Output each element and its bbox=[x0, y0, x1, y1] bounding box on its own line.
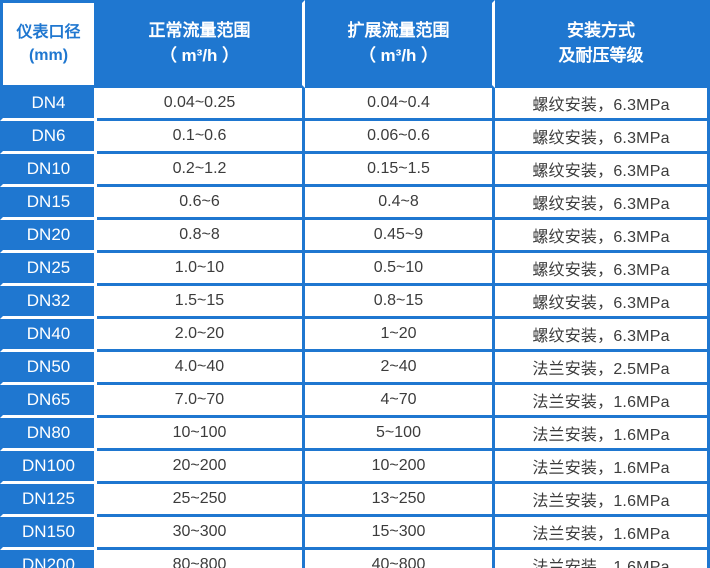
cell-meter-size: DN10 bbox=[0, 154, 97, 187]
cell-normal-flow: 20~200 bbox=[97, 451, 305, 484]
cell-installation: 螺纹安装，6.3MPa bbox=[495, 187, 710, 220]
column-header-meter-size: 仪表口径 (mm) bbox=[0, 0, 97, 88]
cell-meter-size: DN200 bbox=[0, 550, 97, 568]
cell-extended-flow: 40~800 bbox=[305, 550, 495, 568]
cell-normal-flow: 0.04~0.25 bbox=[97, 88, 305, 121]
cell-installation: 法兰安装，1.6MPa bbox=[495, 385, 710, 418]
cell-meter-size: DN25 bbox=[0, 253, 97, 286]
table-row: DN25 1.0~10 0.5~10 螺纹安装，6.3MPa bbox=[0, 253, 710, 286]
table-row: DN6 0.1~0.6 0.06~0.6 螺纹安装，6.3MPa bbox=[0, 121, 710, 154]
cell-extended-flow: 0.45~9 bbox=[305, 220, 495, 253]
column-header-extended-flow: 扩展流量范围 （ m³/h ） bbox=[305, 0, 495, 88]
table-row: DN20 0.8~8 0.45~9 螺纹安装，6.3MPa bbox=[0, 220, 710, 253]
table-row: DN32 1.5~15 0.8~15 螺纹安装，6.3MPa bbox=[0, 286, 710, 319]
cell-installation: 螺纹安装，6.3MPa bbox=[495, 220, 710, 253]
cell-meter-size: DN20 bbox=[0, 220, 97, 253]
cell-meter-size: DN6 bbox=[0, 121, 97, 154]
table-row: DN100 20~200 10~200 法兰安装，1.6MPa bbox=[0, 451, 710, 484]
cell-normal-flow: 0.8~8 bbox=[97, 220, 305, 253]
cell-installation: 法兰安装，2.5MPa bbox=[495, 352, 710, 385]
column-header-installation: 安装方式 及耐压等级 bbox=[495, 0, 710, 88]
cell-installation: 螺纹安装，6.3MPa bbox=[495, 319, 710, 352]
cell-installation: 螺纹安装，6.3MPa bbox=[495, 253, 710, 286]
cell-extended-flow: 4~70 bbox=[305, 385, 495, 418]
table-row: DN200 80~800 40~800 法兰安装，1.6MPa bbox=[0, 550, 710, 568]
cell-extended-flow: 10~200 bbox=[305, 451, 495, 484]
column-header-installation-line1: 安装方式 bbox=[567, 21, 635, 41]
table-row: DN10 0.2~1.2 0.15~1.5 螺纹安装，6.3MPa bbox=[0, 154, 710, 187]
cell-meter-size: DN50 bbox=[0, 352, 97, 385]
table-row: DN150 30~300 15~300 法兰安装，1.6MPa bbox=[0, 517, 710, 550]
cell-normal-flow: 0.2~1.2 bbox=[97, 154, 305, 187]
cell-installation: 法兰安装，1.6MPa bbox=[495, 550, 710, 568]
cell-extended-flow: 0.5~10 bbox=[305, 253, 495, 286]
column-header-meter-size-line2: (mm) bbox=[28, 47, 69, 64]
table-body: DN4 0.04~0.25 0.04~0.4 螺纹安装，6.3MPa DN6 0.1~0.… bbox=[0, 88, 710, 568]
cell-installation: 法兰安装，1.6MPa bbox=[495, 451, 710, 484]
cell-meter-size: DN32 bbox=[0, 286, 97, 319]
table-row: DN65 7.0~70 4~70 法兰安装，1.6MPa bbox=[0, 385, 710, 418]
cell-meter-size: DN150 bbox=[0, 517, 97, 550]
cell-meter-size: DN100 bbox=[0, 451, 97, 484]
cell-normal-flow: 10~100 bbox=[97, 418, 305, 451]
cell-normal-flow: 2.0~20 bbox=[97, 319, 305, 352]
table-row: DN15 0.6~6 0.4~8 螺纹安装，6.3MPa bbox=[0, 187, 710, 220]
column-header-normal-flow-line1: 正常流量范围 bbox=[148, 21, 251, 41]
cell-extended-flow: 15~300 bbox=[305, 517, 495, 550]
table-row: DN50 4.0~40 2~40 法兰安装，2.5MPa bbox=[0, 352, 710, 385]
cell-meter-size: DN65 bbox=[0, 385, 97, 418]
cell-normal-flow: 25~250 bbox=[97, 484, 305, 517]
table-row: DN40 2.0~20 1~20 螺纹安装，6.3MPa bbox=[0, 319, 710, 352]
cell-installation: 法兰安装，1.6MPa bbox=[495, 517, 710, 550]
cell-normal-flow: 7.0~70 bbox=[97, 385, 305, 418]
cell-meter-size: DN40 bbox=[0, 319, 97, 352]
cell-extended-flow: 0.04~0.4 bbox=[305, 88, 495, 121]
cell-normal-flow: 0.1~0.6 bbox=[97, 121, 305, 154]
table-row: DN80 10~100 5~100 法兰安装，1.6MPa bbox=[0, 418, 710, 451]
cell-extended-flow: 5~100 bbox=[305, 418, 495, 451]
cell-meter-size: DN80 bbox=[0, 418, 97, 451]
column-header-meter-size-line1: 仪表口径 bbox=[16, 23, 81, 41]
cell-extended-flow: 2~40 bbox=[305, 352, 495, 385]
cell-normal-flow: 0.6~6 bbox=[97, 187, 305, 220]
cell-installation: 法兰安装，1.6MPa bbox=[495, 418, 710, 451]
cell-meter-size: DN4 bbox=[0, 88, 97, 121]
cell-extended-flow: 13~250 bbox=[305, 484, 495, 517]
cell-extended-flow: 0.8~15 bbox=[305, 286, 495, 319]
cell-normal-flow: 1.5~15 bbox=[97, 286, 305, 319]
column-header-normal-flow-line2: （ m³/h ） bbox=[159, 46, 240, 65]
table-header: 仪表口径 (mm) 正常流量范围 （ m³/h ） 扩展流量范围 （ m³/h … bbox=[0, 0, 710, 88]
header-row: 仪表口径 (mm) 正常流量范围 （ m³/h ） 扩展流量范围 （ m³/h … bbox=[0, 0, 710, 88]
cell-extended-flow: 1~20 bbox=[305, 319, 495, 352]
cell-normal-flow: 1.0~10 bbox=[97, 253, 305, 286]
table-row: DN4 0.04~0.25 0.04~0.4 螺纹安装，6.3MPa bbox=[0, 88, 710, 121]
cell-normal-flow: 4.0~40 bbox=[97, 352, 305, 385]
cell-meter-size: DN125 bbox=[0, 484, 97, 517]
cell-installation: 螺纹安装，6.3MPa bbox=[495, 121, 710, 154]
column-header-installation-line2: 及耐压等级 bbox=[558, 46, 644, 65]
cell-extended-flow: 0.4~8 bbox=[305, 187, 495, 220]
cell-installation: 螺纹安装，6.3MPa bbox=[495, 154, 710, 187]
column-header-extended-flow-line1: 扩展流量范围 bbox=[347, 21, 450, 41]
cell-installation: 螺纹安装，6.3MPa bbox=[495, 286, 710, 319]
cell-normal-flow: 30~300 bbox=[97, 517, 305, 550]
cell-meter-size: DN15 bbox=[0, 187, 97, 220]
table-row: DN125 25~250 13~250 法兰安装，1.6MPa bbox=[0, 484, 710, 517]
cell-installation: 法兰安装，1.6MPa bbox=[495, 484, 710, 517]
cell-extended-flow: 0.06~0.6 bbox=[305, 121, 495, 154]
column-header-normal-flow: 正常流量范围 （ m³/h ） bbox=[97, 0, 305, 88]
cell-installation: 螺纹安装，6.3MPa bbox=[495, 88, 710, 121]
cell-normal-flow: 80~800 bbox=[97, 550, 305, 568]
cell-extended-flow: 0.15~1.5 bbox=[305, 154, 495, 187]
column-header-extended-flow-line2: （ m³/h ） bbox=[358, 46, 439, 65]
